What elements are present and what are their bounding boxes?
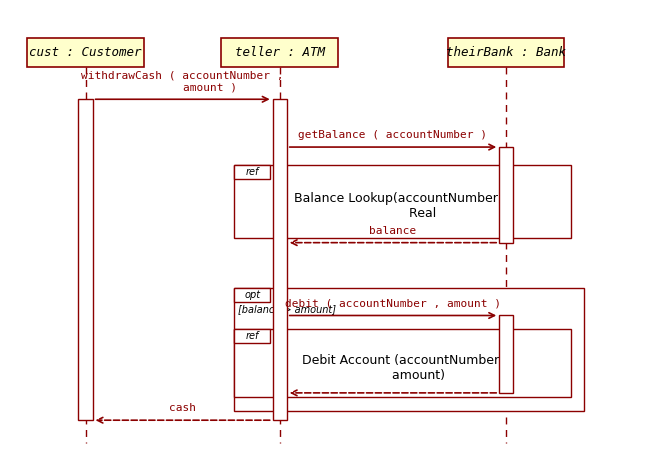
Text: [balance > amount]: [balance > amount] [238,304,335,314]
Bar [272,99,287,420]
Bar [499,316,514,393]
Bar [235,288,584,411]
Text: teller : ATM: teller : ATM [235,46,325,59]
Bar [27,38,144,67]
Bar [235,329,270,343]
Text: getBalance ( accountNumber ): getBalance ( accountNumber ) [298,130,488,140]
Text: ref: ref [246,167,259,177]
Text: debit ( accountNumber , amount ): debit ( accountNumber , amount ) [285,299,501,309]
Text: Balance Lookup(accountNumber) :
          Real: Balance Lookup(accountNumber) : Real [294,192,511,220]
Bar [235,165,571,238]
Text: cust : Customer: cust : Customer [29,46,142,59]
Bar [235,329,571,398]
Text: ref: ref [246,331,259,341]
Text: cash: cash [169,403,196,414]
Bar [448,38,564,67]
Text: theirBank : Bank: theirBank : Bank [446,46,566,59]
Text: opt: opt [244,290,260,300]
Bar [499,147,514,243]
Bar [235,165,270,179]
Bar [79,99,93,420]
Text: withdrawCash ( accountNumber ,
        amount ): withdrawCash ( accountNumber , amount ) [81,71,284,93]
Bar [222,38,338,67]
Text: balance: balance [369,226,417,236]
Bar [235,288,270,302]
Text: Debit Account (accountNumber,
        amount): Debit Account (accountNumber, amount) [302,354,503,382]
